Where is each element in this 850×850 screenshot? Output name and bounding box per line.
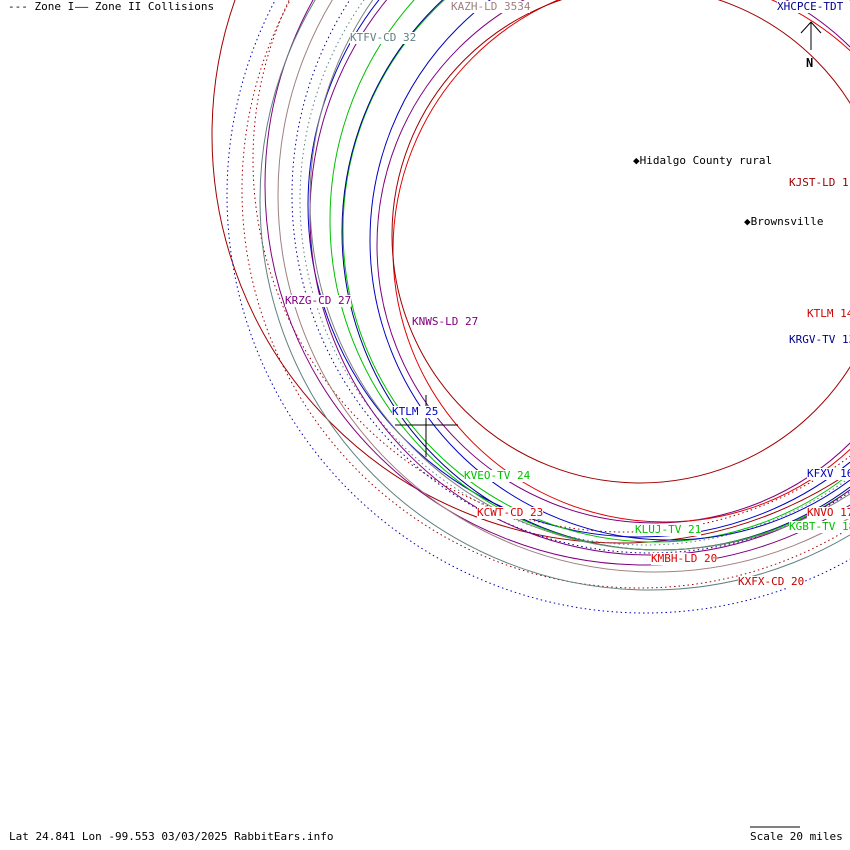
station-label-kveo[interactable]: KVEO-TV 24 (464, 469, 531, 482)
station-label-kjst[interactable]: KJST-LD 11 (789, 177, 850, 189)
contour-arc (391, 0, 850, 484)
place-label: Hidalgo County rural (639, 154, 773, 167)
contour-arc (376, 0, 850, 524)
place-hidalgo: ◆Hidalgo County rural (633, 154, 773, 167)
contour-arc (277, 0, 850, 573)
contour-arc (342, 0, 850, 543)
north-label: N (806, 56, 814, 70)
scale-label: Scale 20 miles (750, 830, 843, 843)
station-label-xhcpce[interactable]: XHCPCE-TDT 7 (777, 1, 850, 13)
station-label-kgbt[interactable]: KGBT-TV 18 (789, 521, 850, 533)
station-label-kluj[interactable]: KLUJ-TV 21 (635, 523, 702, 536)
station-label-ktlm25[interactable]: KTLM 25 (392, 405, 439, 418)
contour-arc (369, 0, 850, 541)
station-label-kazh[interactable]: KAZH-LD 3534 (451, 0, 531, 13)
contour-arc (392, 0, 850, 523)
contour-arc (309, 0, 850, 551)
contour-arc (341, 0, 850, 551)
station-label-ktlm14[interactable]: KTLM 14 (807, 308, 850, 320)
station-label-knvo[interactable]: KNVO 17 (807, 507, 850, 519)
contour-arc (211, 0, 850, 544)
station-label-krgv[interactable]: KRGV-TV 13 (789, 334, 850, 346)
legend-zone2: —— Zone II Collisions (75, 0, 215, 13)
contour-arc (291, 0, 850, 554)
contour-arc (309, 0, 850, 556)
place-brownsville: ◆Brownsville (744, 215, 824, 228)
contour-arc (264, 0, 850, 566)
contour-arc (299, 0, 850, 546)
station-label-krzg[interactable]: KRZG-CD 27 (285, 294, 352, 307)
north-arrow-head-icon (800, 21, 822, 34)
station-label-knws[interactable]: KNWS-LD 27 (412, 315, 479, 328)
station-label-kfxv[interactable]: KFXV 16 (807, 468, 850, 480)
footer-coords: Lat 24.841 Lon -99.553 03/03/2025 Rabbit… (9, 830, 334, 843)
contour-arc (307, 0, 850, 538)
station-label-kcwt[interactable]: KCWT-CD 23 (477, 506, 544, 519)
station-label-kmbh[interactable]: KMBH-LD 20 (651, 552, 718, 565)
contour-arc (329, 0, 850, 551)
station-label-kxfx[interactable]: KXFX-CD 20 (738, 575, 805, 588)
place-label: Brownsville (750, 215, 824, 228)
legend-zone1: --- Zone I (8, 0, 75, 13)
contour-arc (259, 0, 850, 591)
station-label-ktfv[interactable]: KTFV-CD 32 (350, 31, 417, 44)
